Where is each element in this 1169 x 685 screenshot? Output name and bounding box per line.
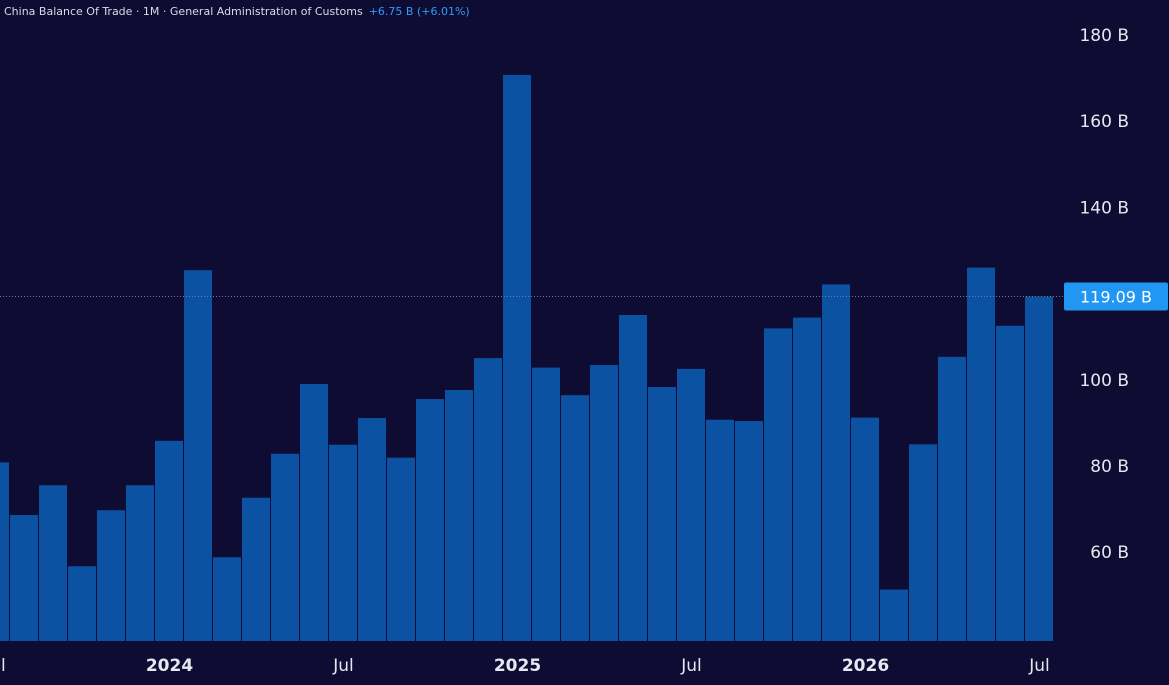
y-tick-label: 60 B xyxy=(1090,543,1129,563)
bar-2024-06 xyxy=(300,383,328,641)
x-tick-label: 2026 xyxy=(842,656,889,676)
bar-2025-04 xyxy=(590,365,618,641)
bar-2026-07 xyxy=(1025,296,1053,641)
bar-2024-07 xyxy=(329,444,357,641)
last-value-badge: 119.09 B xyxy=(1064,282,1168,311)
bar-2025-01 xyxy=(503,74,531,641)
bar-2025-06 xyxy=(648,386,676,641)
bar-2024-09 xyxy=(387,457,415,641)
bar-2023-12 xyxy=(126,485,154,641)
x-tick-label: Jul xyxy=(0,656,6,676)
bar-2025-02 xyxy=(532,367,560,641)
bar-2024-05 xyxy=(271,453,299,641)
bar-2024-11 xyxy=(445,390,473,641)
bar-2023-10 xyxy=(68,566,96,641)
bar-2026-03 xyxy=(909,444,937,641)
x-tick-label: Jul xyxy=(332,656,354,676)
bar-2025-11 xyxy=(793,317,821,641)
x-tick-label: Jul xyxy=(1028,656,1050,676)
x-tick-label: 2025 xyxy=(494,656,541,676)
bar-2026-06 xyxy=(996,325,1024,641)
bar-2023-07 xyxy=(0,462,9,641)
bar-2026-05 xyxy=(967,267,995,641)
y-tick-label: 80 B xyxy=(1090,457,1129,477)
bar-2026-04 xyxy=(938,356,966,641)
x-tick-label: Jul xyxy=(680,656,702,676)
bar-2025-10 xyxy=(764,328,792,641)
legend-title: China Balance Of Trade · 1M · General Ad… xyxy=(4,5,363,18)
y-tick-label: 160 B xyxy=(1079,112,1129,132)
bar-2024-12 xyxy=(474,358,502,641)
last-value-badge-bg xyxy=(1064,282,1168,311)
bar-2024-03 xyxy=(213,557,241,641)
bars-group xyxy=(0,74,1053,641)
y-axis: 180 B 160 B 140 B 100 B 80 B 60 B xyxy=(1079,26,1129,563)
legend-change: +6.75 B (+6.01%) xyxy=(368,5,470,18)
bar-2025-08 xyxy=(706,419,734,641)
bar-2025-12 xyxy=(822,284,850,641)
bar-2025-07 xyxy=(677,368,705,641)
bar-2025-09 xyxy=(735,421,763,641)
bar-2024-01 xyxy=(155,440,183,641)
x-tick-label: 2024 xyxy=(146,656,193,676)
y-tick-label: 180 B xyxy=(1079,26,1129,46)
chart-legend: China Balance Of Trade · 1M · General Ad… xyxy=(4,5,470,18)
x-axis: Jul 2024 Jul 2025 Jul 2026 Jul xyxy=(0,656,1050,676)
bar-2026-02 xyxy=(880,589,908,641)
y-tick-label: 140 B xyxy=(1079,198,1129,218)
bar-2025-03 xyxy=(561,395,589,641)
bar-2023-11 xyxy=(97,510,125,641)
y-tick-label: 100 B xyxy=(1079,371,1129,391)
bar-2025-05 xyxy=(619,315,647,641)
bar-2024-08 xyxy=(358,418,386,641)
bar-2023-09 xyxy=(39,485,67,641)
bar-2023-08 xyxy=(10,514,38,641)
bar-2024-02 xyxy=(184,270,212,641)
bar-2024-04 xyxy=(242,497,270,641)
bar-2024-10 xyxy=(416,399,444,641)
bar-2026-01 xyxy=(851,417,879,641)
last-value-label: 119.09 B xyxy=(1080,288,1152,307)
